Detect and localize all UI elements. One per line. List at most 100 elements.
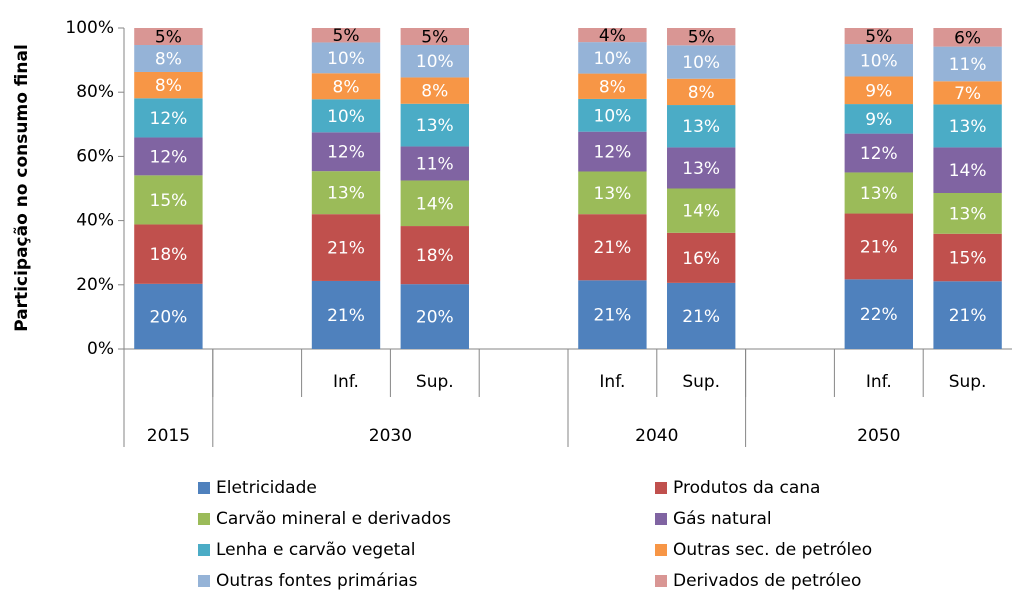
data-label: 15% <box>150 191 188 211</box>
y-tick-label: 60% <box>76 146 114 166</box>
data-label: 18% <box>150 245 188 265</box>
bar-segment <box>578 214 647 281</box>
bar-segment <box>311 28 381 43</box>
bar-segment <box>933 104 1002 148</box>
x-tick-label: Inf. <box>866 372 892 392</box>
data-label: 21% <box>949 306 987 326</box>
bar-segment <box>578 280 647 349</box>
data-label: 8% <box>155 49 182 69</box>
data-label: 8% <box>599 77 626 97</box>
bar-segment <box>400 28 469 46</box>
data-label: 13% <box>416 116 454 136</box>
bar-segment <box>933 81 1002 105</box>
data-label: 12% <box>150 147 188 167</box>
x-tick-label: Sup. <box>416 372 454 392</box>
data-label: 14% <box>416 194 454 214</box>
bar-segment <box>311 280 381 349</box>
data-label: 13% <box>949 117 987 137</box>
bar-segment <box>667 45 736 79</box>
data-label: 21% <box>682 307 720 327</box>
data-label: 20% <box>150 307 188 327</box>
legend-swatch <box>655 482 667 494</box>
legend-label: Outras sec. de petróleo <box>673 540 872 560</box>
bar-segment <box>400 146 469 181</box>
group-label: 2040 <box>635 426 678 446</box>
legend-label: Produtos da cana <box>673 478 820 498</box>
bar-segment <box>933 281 1002 349</box>
legend-label: Gás natural <box>673 509 772 529</box>
data-label: 12% <box>327 143 365 163</box>
legend-label: Outras fontes primárias <box>216 571 418 591</box>
bar-segment <box>667 28 736 46</box>
data-label: 5% <box>688 28 715 48</box>
group-label: 2050 <box>857 426 900 446</box>
bar-segment <box>311 171 381 215</box>
data-label: 5% <box>155 28 182 48</box>
bar-segment <box>578 98 647 132</box>
bar-segment <box>667 147 736 189</box>
data-label: 8% <box>155 76 182 96</box>
bar-segment <box>844 28 913 45</box>
data-label: 10% <box>416 52 454 72</box>
legend-label: Lenha e carvão vegetal <box>216 540 415 560</box>
bar-segment <box>400 284 469 349</box>
bar-segment <box>578 42 647 74</box>
bar-segment <box>933 147 1002 193</box>
data-label: 5% <box>421 28 448 48</box>
data-label: 14% <box>682 202 720 222</box>
bar-segment <box>134 71 203 99</box>
bar-segment <box>134 137 203 176</box>
group-label: 2015 <box>147 426 190 446</box>
data-label: 10% <box>682 53 720 73</box>
group-label: 2030 <box>369 426 412 446</box>
data-label: 21% <box>860 237 898 257</box>
y-axis-label: Participação no consumo final <box>12 44 32 332</box>
data-label: 10% <box>594 106 632 126</box>
data-label: 13% <box>327 184 365 204</box>
bar-segment <box>400 103 469 147</box>
legend-label: Eletricidade <box>216 478 317 498</box>
data-label: 4% <box>599 26 626 46</box>
legend-label: Carvão mineral e derivados <box>216 509 451 529</box>
data-label: 12% <box>860 144 898 164</box>
bar-segment <box>844 213 913 280</box>
legend-label: Derivados de petróleo <box>673 571 861 591</box>
bar-segment <box>400 180 469 227</box>
data-label: 13% <box>682 117 720 137</box>
bar-segment <box>578 171 647 215</box>
y-tick-label: 100% <box>65 18 114 38</box>
bar-segment <box>667 188 736 233</box>
bar-segment <box>134 45 203 72</box>
data-label: 8% <box>333 77 360 97</box>
data-label: 5% <box>865 27 892 47</box>
data-label: 6% <box>954 28 981 48</box>
bar-segment <box>400 226 469 285</box>
y-tick-label: 40% <box>76 211 114 231</box>
bar-segment <box>667 105 736 148</box>
bar-segment <box>667 282 736 349</box>
data-label: 15% <box>949 249 987 269</box>
bar-segment <box>933 46 1002 82</box>
bar-segment <box>311 132 381 172</box>
bar-segment <box>134 224 203 284</box>
bar-segment <box>844 104 913 134</box>
data-label: 10% <box>327 107 365 127</box>
data-label: 21% <box>327 306 365 326</box>
bar-segment <box>844 76 913 105</box>
x-tick-label: Inf. <box>333 372 359 392</box>
data-label: 11% <box>949 55 987 75</box>
data-label: 11% <box>416 154 454 174</box>
bar-segment <box>311 42 381 74</box>
y-tick-label: 0% <box>87 339 114 359</box>
data-label: 14% <box>949 161 987 181</box>
bar-segment <box>844 133 913 173</box>
bar-segment <box>844 172 913 214</box>
data-label: 13% <box>860 184 898 204</box>
data-label: 12% <box>594 143 632 163</box>
bar-segment <box>311 214 381 281</box>
data-label: 5% <box>333 26 360 46</box>
legend-swatch <box>198 482 210 494</box>
bar-segment <box>311 99 381 133</box>
bar-segment <box>667 232 736 283</box>
data-label: 8% <box>688 83 715 103</box>
